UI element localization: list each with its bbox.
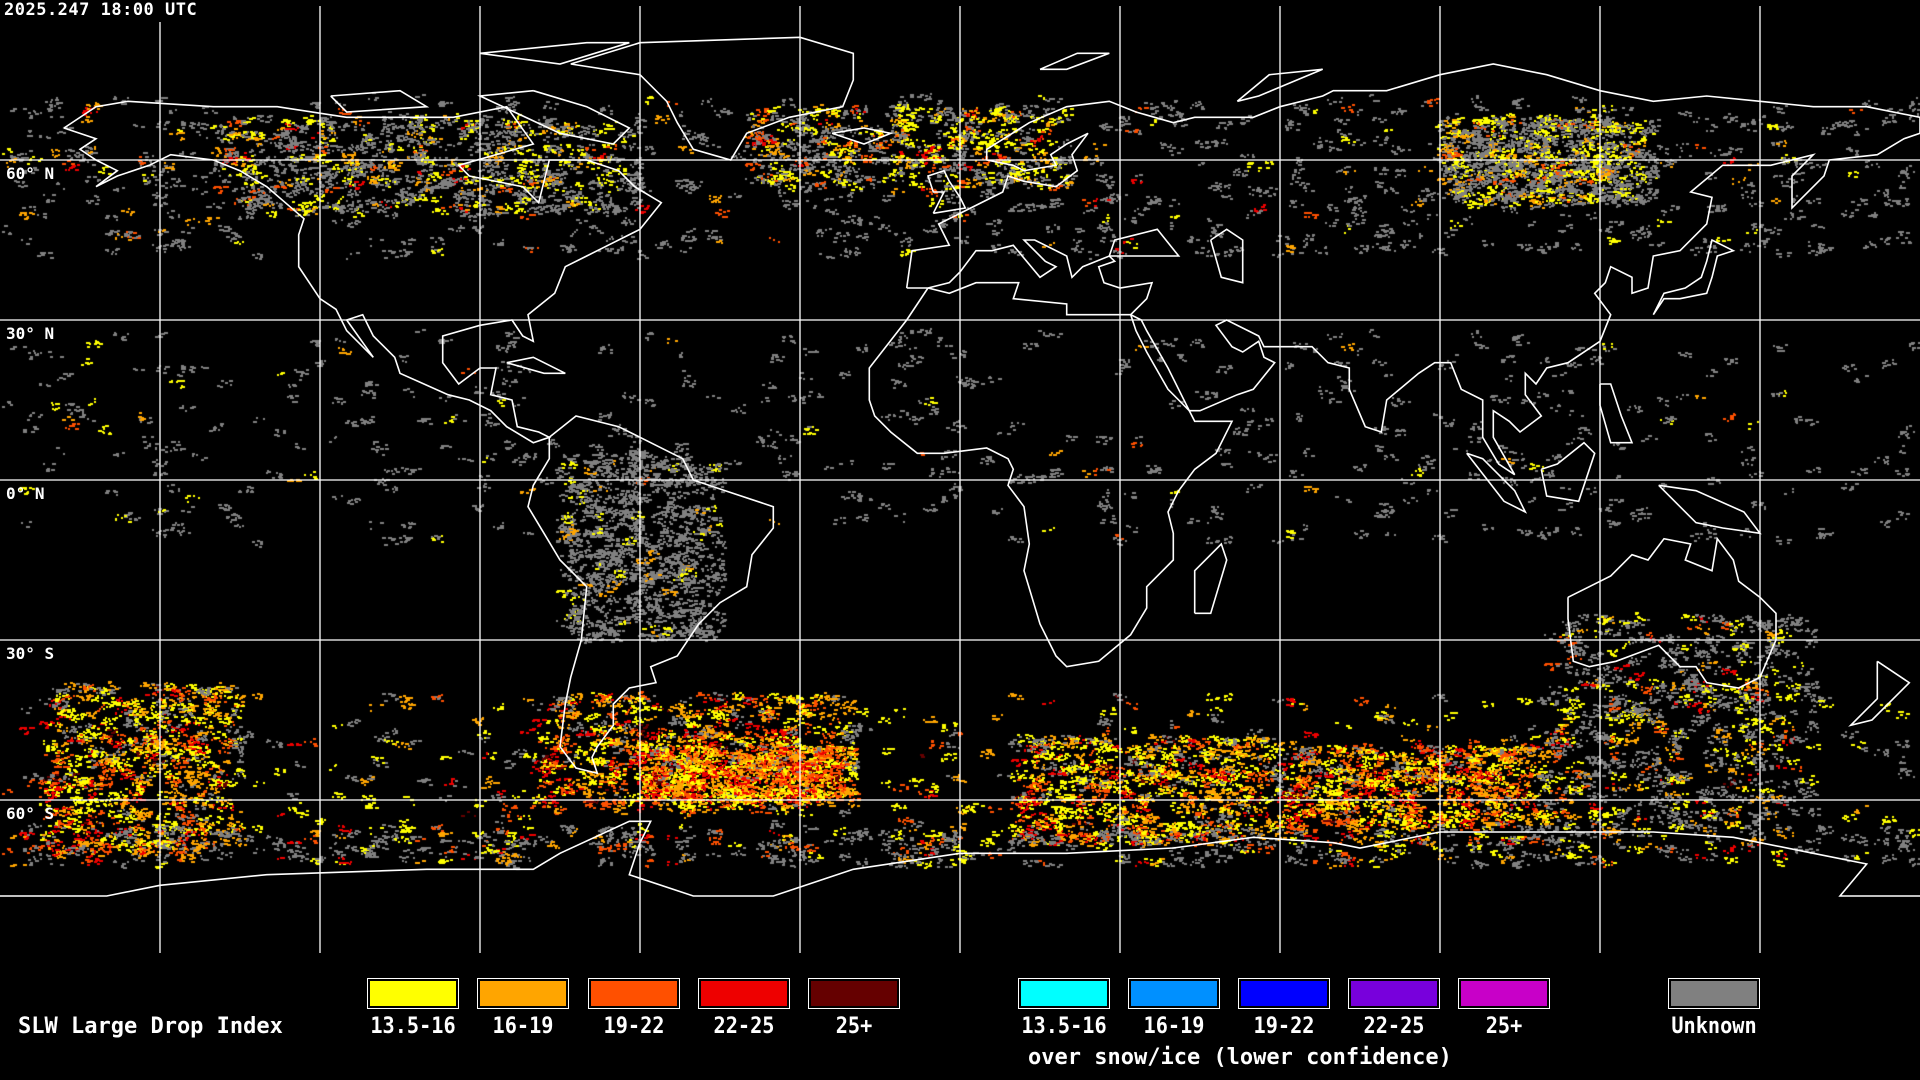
- coastline: [570, 36, 855, 161]
- swatch-snow-0: [1018, 978, 1110, 1009]
- world-map: 60° N 30° N 0° N 30° S 60° S 2025.247 18…: [0, 0, 1920, 960]
- label-main-0: 13.5-16: [370, 1014, 456, 1039]
- coastline: [63, 100, 663, 444]
- lat-label-30n: 30° N: [6, 324, 55, 343]
- swatch-snow-1: [1128, 978, 1220, 1009]
- swatch-color: [591, 981, 677, 1006]
- label-main-2: 19-22: [603, 1014, 665, 1039]
- label-snow-4: 25+: [1485, 1014, 1523, 1039]
- snow-ice-caption: over snow/ice (lower confidence): [1028, 1045, 1452, 1070]
- coastline: [0, 820, 1920, 897]
- swatch-color: [480, 981, 566, 1006]
- lat-label-60n: 60° N: [6, 164, 55, 183]
- coastline: [831, 127, 894, 145]
- coastline: [1599, 383, 1634, 444]
- coastline: [1209, 228, 1244, 284]
- coastline: [1108, 228, 1181, 257]
- label-unknown: Unknown: [1671, 1014, 1757, 1039]
- coastlines: [0, 36, 1920, 897]
- legend-title: SLW Large Drop Index: [18, 1014, 283, 1039]
- label-snow-2: 19-22: [1253, 1014, 1315, 1039]
- coastline: [1466, 452, 1528, 514]
- lat-label-0n: 0° N: [6, 484, 45, 503]
- timestamp: 2025.247 18:00 UTC: [2, 0, 200, 20]
- coastline: [1039, 52, 1110, 71]
- coastline: [1236, 68, 1324, 103]
- coastline: [1567, 536, 1777, 689]
- map-overlay: [0, 6, 1920, 953]
- coastline: [1848, 660, 1911, 727]
- coastline: [506, 356, 566, 375]
- coastline: [527, 415, 775, 775]
- coastline: [926, 169, 967, 215]
- swatch-color: [1461, 981, 1547, 1006]
- swatch-color: [701, 981, 787, 1006]
- label-snow-3: 22-25: [1363, 1014, 1425, 1039]
- label-main-4: 25+: [835, 1014, 873, 1039]
- swatch-color: [1021, 981, 1107, 1006]
- coastline: [477, 89, 631, 145]
- swatch-snow-3: [1348, 978, 1440, 1009]
- legend: [0, 960, 1920, 1080]
- swatch-main-0: [367, 978, 459, 1009]
- coastline: [868, 281, 1234, 668]
- lat-label-60s: 60° S: [6, 804, 55, 823]
- coastline: [1652, 238, 1736, 316]
- swatch-main-3: [698, 978, 790, 1009]
- swatch-main-1: [477, 978, 569, 1009]
- lat-lon-grid: [0, 6, 1920, 953]
- coastline: [1658, 484, 1762, 535]
- label-snow-1: 16-19: [1143, 1014, 1205, 1039]
- swatch-color: [811, 981, 897, 1006]
- swatch-color: [370, 981, 456, 1006]
- swatch-color: [1241, 981, 1327, 1006]
- coastline: [1540, 441, 1596, 503]
- coastline: [1193, 542, 1228, 615]
- coastline: [479, 41, 630, 65]
- swatch-main-4: [808, 978, 900, 1009]
- swatch-color: [1351, 981, 1437, 1006]
- swatch-snow-2: [1238, 978, 1330, 1009]
- coastline: [330, 89, 430, 113]
- label-main-3: 22-25: [713, 1014, 775, 1039]
- label-snow-0: 13.5-16: [1021, 1014, 1107, 1039]
- label-main-1: 16-19: [492, 1014, 554, 1039]
- swatch-main-2: [588, 978, 680, 1009]
- swatch-color: [1671, 981, 1757, 1006]
- swatch-color: [1131, 981, 1217, 1006]
- coastline: [905, 63, 1920, 476]
- swatch-unknown: [1668, 978, 1760, 1009]
- swatch-snow-4: [1458, 978, 1550, 1009]
- lat-label-30s: 30° S: [6, 644, 55, 663]
